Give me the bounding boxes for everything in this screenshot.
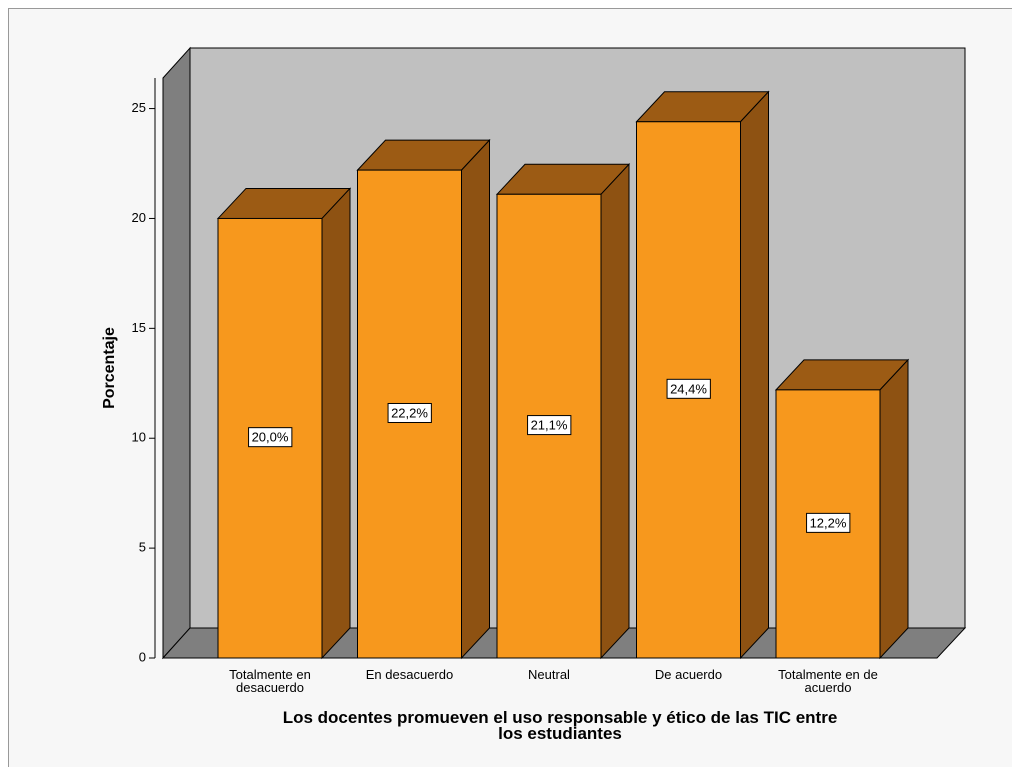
value-label-box (527, 415, 572, 436)
x-axis-title: Los docentes promueven el uso responsabl… (282, 708, 838, 743)
value-label-box (806, 512, 851, 533)
value-label: 24,4% (670, 381, 707, 396)
value-label: 12,2% (810, 515, 847, 530)
bar-side (879, 358, 909, 660)
bar-side (740, 90, 769, 660)
y-tick-label: 5 (139, 540, 146, 555)
x-tick-label: Totalmente en de acuerdo (778, 667, 878, 695)
bar-side (321, 187, 351, 660)
x-tick-label: De acuerdo (654, 667, 723, 682)
y-tick-label: 0 (139, 649, 146, 664)
y-axis-title: Porcentaje (101, 327, 118, 409)
x-tick-label: Neutral (528, 667, 570, 682)
y-tick-label: 20 (132, 210, 146, 225)
bar-side (461, 138, 490, 660)
value-label-box (666, 378, 711, 399)
value-label-box (387, 402, 432, 423)
bar-side (600, 163, 630, 660)
x-tick-label: En desacuerdo (365, 667, 454, 682)
value-label-box (248, 427, 293, 448)
value-label: 21,1% (531, 418, 568, 433)
y-tick-label: 15 (132, 320, 146, 335)
y-tick-label: 25 (132, 100, 146, 115)
y-tick-label: 10 (132, 430, 146, 445)
left-wall (162, 46, 191, 660)
value-label: 22,2% (391, 405, 428, 420)
value-label: 20,0% (252, 430, 289, 445)
x-tick-label: Totalmente en desacuerdo (229, 667, 311, 695)
